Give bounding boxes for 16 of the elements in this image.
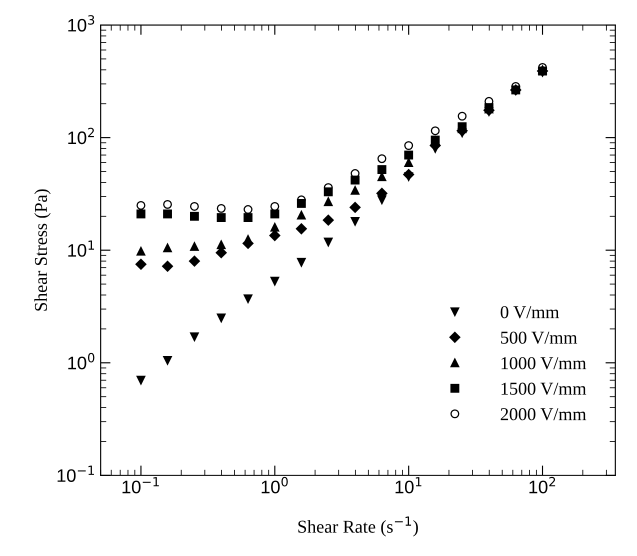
legend-label: 2000 V/mm: [500, 408, 586, 420]
legend-label: 1500 V/mm: [502, 382, 586, 395]
legend-label: 500 V/mm: [501, 332, 578, 344]
legend-label: 0 V/mm: [500, 306, 560, 318]
x-axis-title: Shear Rate (s$^{−1}$): [298, 516, 418, 536]
legend-label: 1000 V/mm: [502, 357, 586, 370]
y-tick-label: 10$^{0}$: [68, 352, 94, 370]
x-tick-label: 10$^{2}$: [529, 476, 556, 494]
y-tick-label: 10$^{−1}$: [58, 466, 94, 482]
y-tick-label: 10$^{3}$: [68, 15, 94, 32]
y-tick-label: 10$^{2}$: [68, 128, 94, 144]
x-tick-label: 10$^{0}$: [262, 476, 288, 494]
x-tick-label: 10$^{−1}$: [122, 477, 159, 494]
y-axis-title: Shear Stress (Pa): [34, 189, 51, 311]
y-tick-label: 10$^{1}$: [68, 240, 94, 257]
x-tick-label: 10$^{1}$: [396, 477, 422, 494]
